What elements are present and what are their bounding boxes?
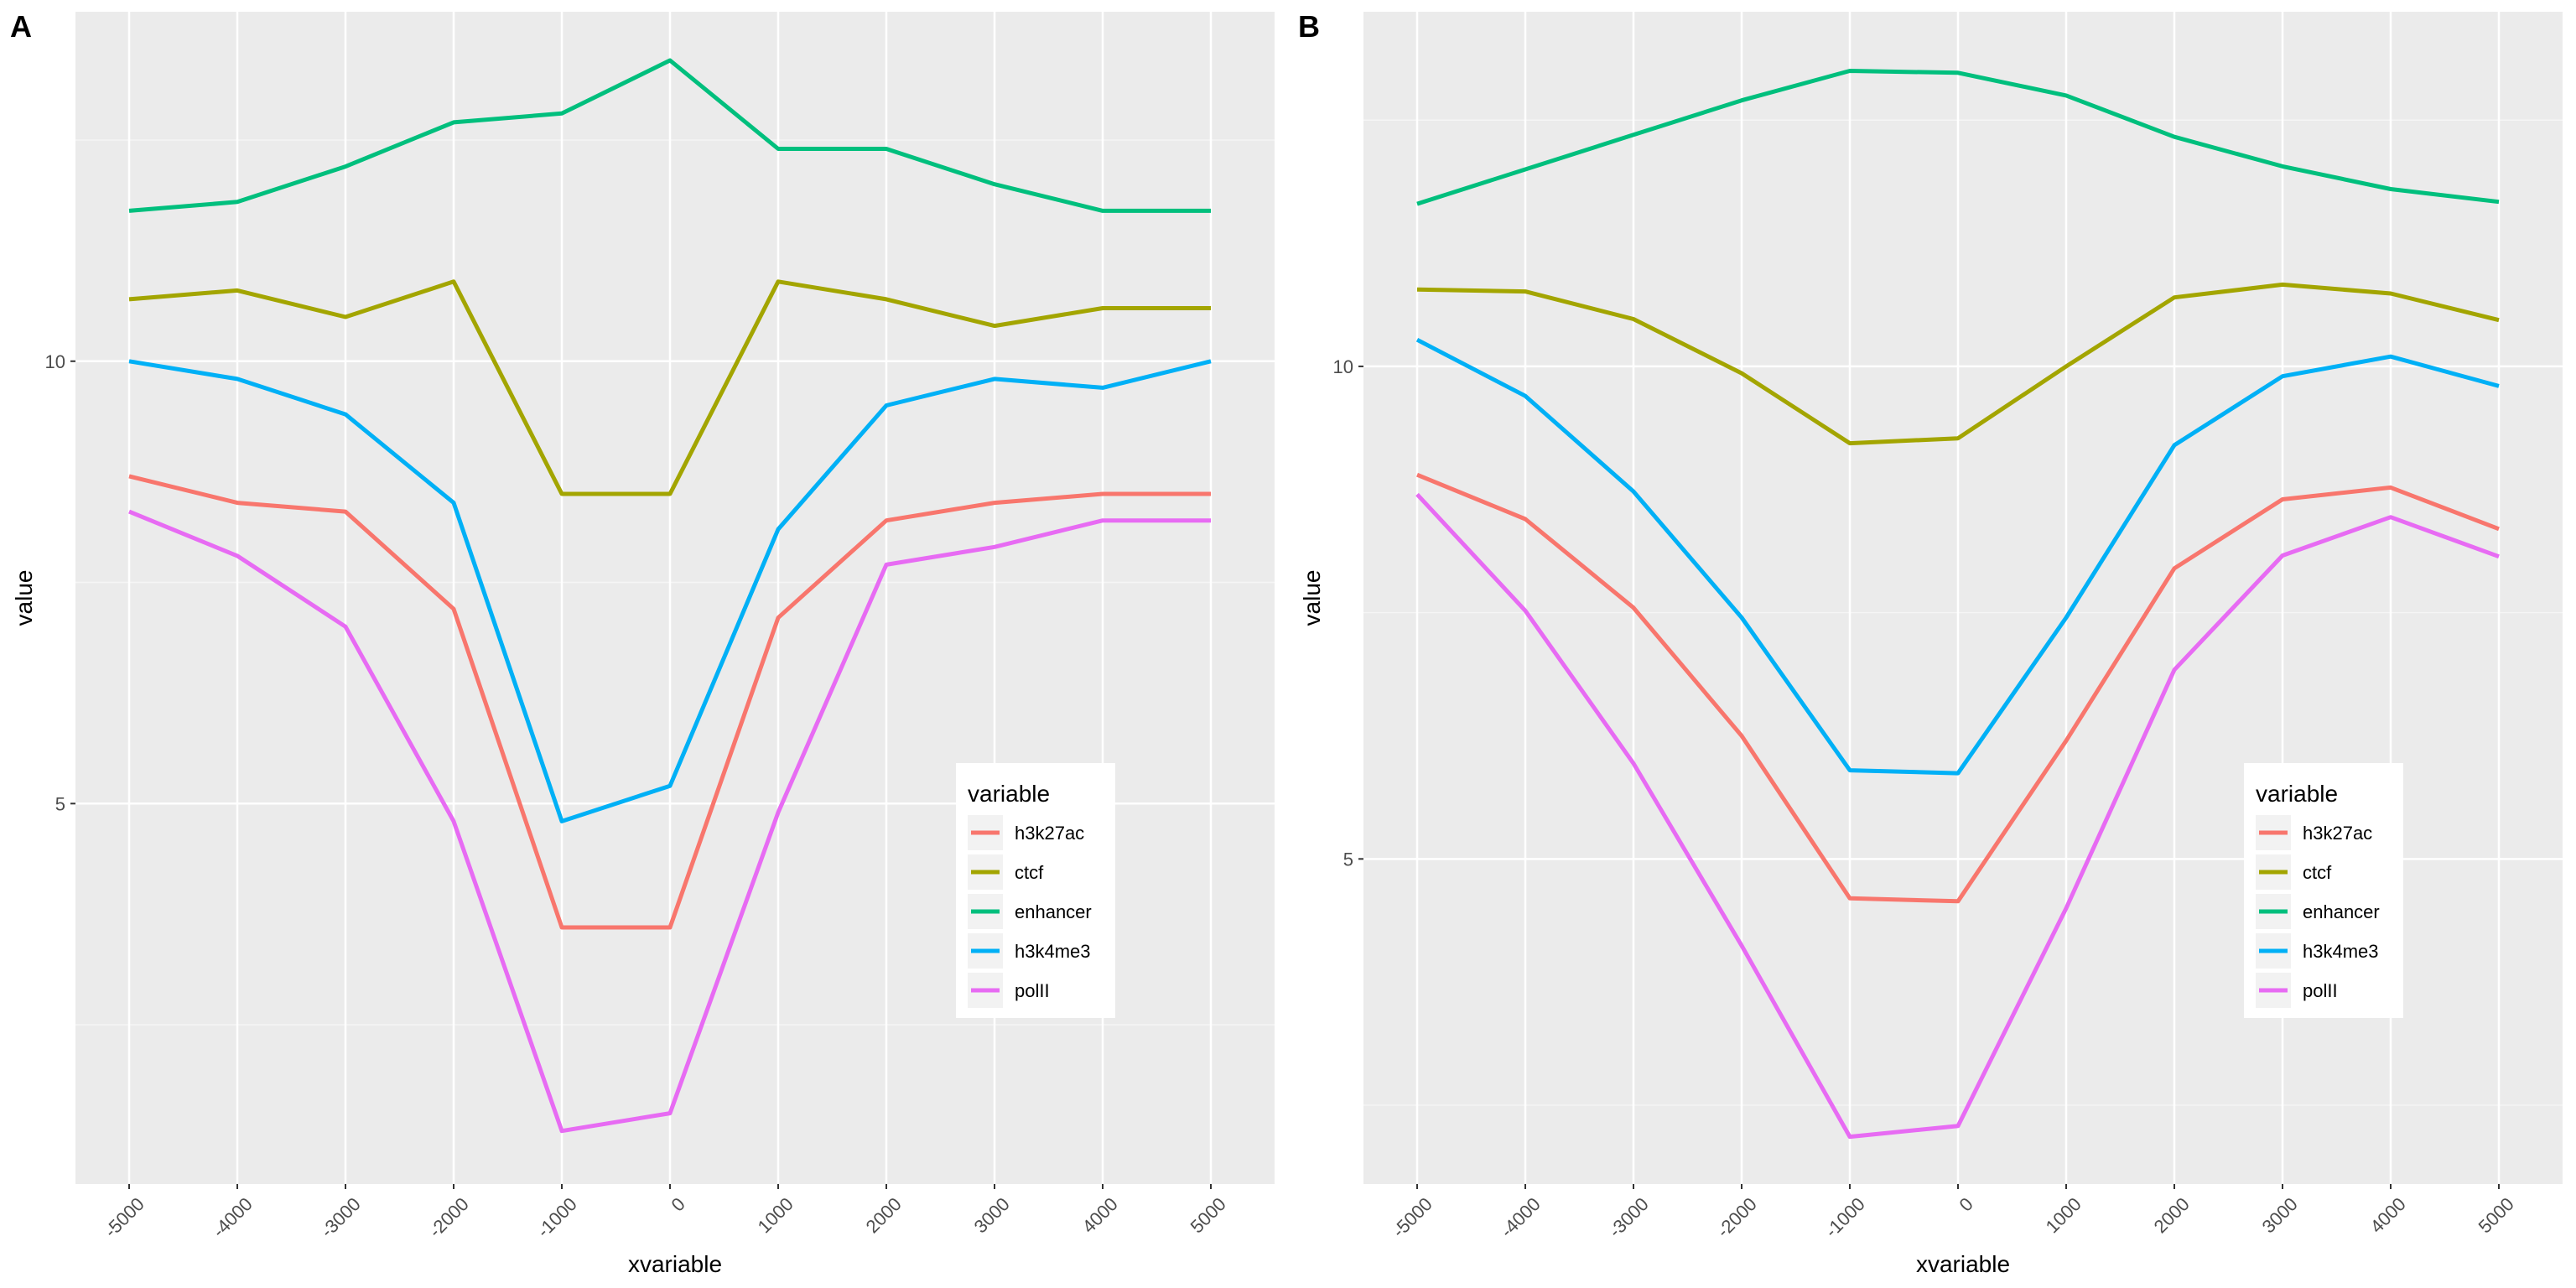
series-line-h3k4me3 [128,359,1212,823]
series-line-ctcf [128,279,1211,496]
legend: variable h3k27ac ctcf enhancer h3k4me3 polII [2244,763,2403,1018]
series-line-polii [1415,492,2500,1140]
panel-letter: A [10,9,32,44]
x-tick-label: -2000 [424,1193,472,1241]
y-tick-label: 5 [55,793,65,814]
y-tick-label: 5 [1343,849,1353,870]
legend-label: h3k4me3 [2303,941,2379,962]
x-tick-label: 5000 [2475,1193,2518,1237]
x-tick-label: 4000 [1078,1193,1122,1237]
legend-title: variable [968,781,1050,807]
legend-label: polII [2303,980,2338,1001]
legend-label: polII [1015,980,1050,1001]
y-axis-title: value [1299,570,1325,626]
series-line-polii [128,509,1211,1134]
x-tick-label: 2000 [862,1193,906,1237]
x-tick-label: -3000 [316,1193,364,1241]
legend-title: variable [2256,781,2338,807]
legend-label: h3k27ac [2303,823,2372,844]
series-line-enhancer [128,58,1211,213]
panel-letter: B [1298,9,1320,44]
series-line-ctcf [1416,282,2500,446]
x-tick-label: -1000 [532,1193,580,1241]
x-tick-label: -5000 [100,1193,148,1241]
legend-label: h3k4me3 [1015,941,1091,962]
chart-panel-a: A 5 10 -5000 -4000 -3000 -2000 -1000 0 1000 2000 30… [10,9,1275,1277]
series-line-h3k4me3 [1415,337,2500,776]
x-tick-label: -4000 [208,1193,256,1241]
x-axis-title: xvariable [628,1251,722,1277]
legend: variable h3k27ac ctcf enhancer h3k4me3 polII [956,763,1115,1018]
y-axis-title: value [11,570,37,626]
x-axis-title: xvariable [1916,1251,2010,1277]
x-tick-label: 2000 [2150,1193,2194,1237]
x-tick-label: -1000 [1820,1193,1868,1241]
legend-label: enhancer [2303,901,2380,922]
legend-label: ctcf [2303,862,2332,883]
x-tick-label: 0 [667,1193,689,1215]
x-tick-label: 0 [1955,1193,1977,1215]
y-tick-label: 10 [1333,356,1353,377]
x-tick-label: 5000 [1187,1193,1230,1237]
series-line-h3k27ac [128,474,1211,930]
x-tick-label: 1000 [754,1193,797,1237]
x-tick-label: -2000 [1712,1193,1760,1241]
legend-label: h3k27ac [1015,823,1084,844]
x-tick-label: 1000 [2042,1193,2085,1237]
legend-label: enhancer [1015,901,1092,922]
x-tick-label: 3000 [970,1193,1014,1237]
y-tick-label: 10 [45,351,65,372]
series-line-enhancer [1416,69,2500,206]
x-tick-label: -3000 [1604,1193,1652,1241]
series-line-h3k27ac [1416,472,2500,904]
x-tick-label: -5000 [1388,1193,1436,1241]
x-tick-label: -4000 [1496,1193,1544,1241]
x-tick-label: 4000 [2366,1193,2410,1237]
chart-panel-b: B 5 10 -5000 -4000 -3000 -2000 -1000 0 1000 2000 30… [1298,9,2563,1277]
x-tick-label: 3000 [2258,1193,2302,1237]
legend-label: ctcf [1015,862,1044,883]
